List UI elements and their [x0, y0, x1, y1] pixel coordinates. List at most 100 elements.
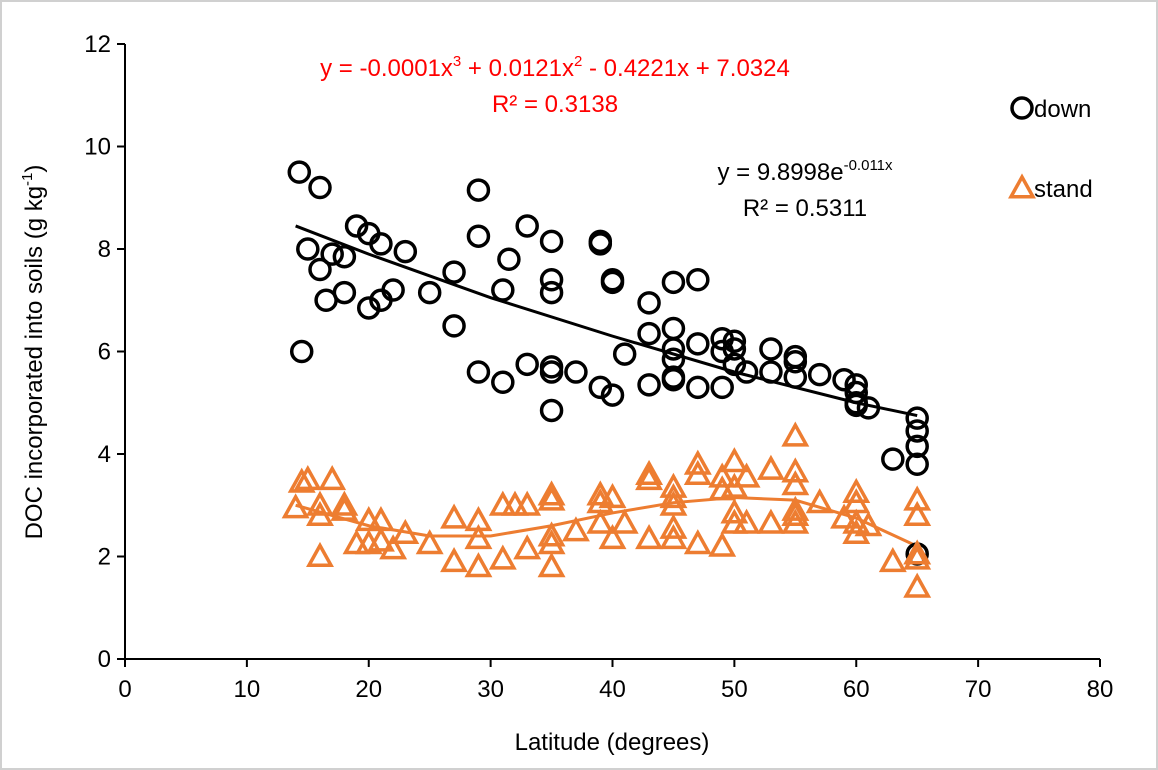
- marker-triangle: [903, 572, 932, 598]
- marker-circle: [612, 342, 637, 366]
- marker-circle: [600, 270, 625, 295]
- trend-r2: R² = 0.3138: [492, 91, 618, 118]
- marker-triangle: [903, 539, 932, 565]
- marker-circle: [783, 365, 808, 389]
- marker-circle: [905, 406, 929, 430]
- x-tick-label: 50: [721, 676, 748, 703]
- equation-text: - 0.4221x + 7.0324: [582, 55, 790, 82]
- marker-triangle: [708, 462, 737, 488]
- trend-equation: y = 9.8998e-0.011x: [717, 157, 893, 186]
- marker-circle: [783, 350, 808, 374]
- equation-text: + 0.0121x: [461, 55, 574, 82]
- y-tick-label: 12: [84, 31, 111, 58]
- marker-triangle: [683, 459, 712, 486]
- marker-triangle: [293, 465, 322, 491]
- marker-triangle: [537, 480, 566, 506]
- y-tick-label: 10: [84, 134, 111, 161]
- marker-triangle: [781, 470, 810, 496]
- marker-triangle: [391, 518, 420, 544]
- y-label-text: ): [21, 165, 48, 173]
- marker-triangle: [537, 521, 566, 547]
- marker-triangle: [464, 523, 493, 550]
- marker-circle: [905, 452, 929, 476]
- marker-triangle: [903, 544, 932, 570]
- equation-sup: 2: [574, 53, 582, 70]
- marker-circle: [466, 224, 491, 248]
- x-tick-label: 40: [599, 676, 626, 703]
- marker-circle: [466, 178, 491, 202]
- marker-circle: [320, 242, 344, 266]
- marker-circle: [637, 373, 661, 397]
- marker-triangle: [781, 457, 810, 483]
- marker-triangle: [561, 516, 590, 542]
- marker-circle: [905, 434, 929, 459]
- marker-triangle: [635, 459, 664, 486]
- marker-circle: [588, 232, 613, 256]
- x-axis-label: Latitude (degrees): [515, 729, 710, 756]
- marker-triangle: [732, 462, 761, 488]
- marker-circle: [686, 332, 710, 356]
- x-tick-label: 60: [843, 676, 870, 703]
- y-tick-label: 8: [98, 236, 111, 263]
- marker-triangle: [842, 518, 871, 544]
- marker-circle: [332, 280, 357, 305]
- marker-triangle: [659, 513, 688, 539]
- y-tick-label: 6: [98, 339, 111, 366]
- marker-circle: [722, 352, 747, 377]
- marker-circle: [856, 396, 881, 420]
- marker-triangle: [878, 547, 907, 573]
- marker-circle: [1010, 96, 1034, 120]
- legend-label: stand: [1034, 176, 1093, 203]
- marker-triangle: [659, 482, 688, 509]
- x-tick-label: 0: [118, 676, 131, 703]
- marker-triangle: [440, 503, 469, 529]
- marker-triangle: [720, 498, 749, 524]
- marker-triangle: [513, 534, 542, 560]
- marker-triangle: [805, 488, 834, 514]
- marker-triangle: [830, 503, 859, 529]
- marker-circle: [807, 362, 832, 387]
- marker-triangle: [903, 500, 932, 527]
- equation-sup: -0.011x: [844, 157, 893, 174]
- marker-circle: [661, 337, 686, 361]
- marker-circle: [369, 232, 393, 256]
- marker-triangle: [756, 454, 785, 480]
- marker-triangle: [781, 495, 810, 521]
- marker-triangle: [708, 531, 737, 557]
- equation-text: y = -0.0001x: [320, 55, 453, 82]
- marker-triangle: [379, 534, 408, 560]
- marker-triangle: [306, 541, 334, 568]
- legend-label: down: [1034, 96, 1091, 123]
- marker-triangle: [659, 523, 688, 550]
- marker-triangle: [281, 493, 310, 519]
- marker-triangle: [366, 526, 395, 552]
- marker-circle: [539, 398, 564, 423]
- marker-circle: [832, 367, 856, 392]
- marker-circle: [905, 419, 929, 443]
- y-tick-label: 2: [98, 544, 111, 571]
- marker-triangle: [720, 447, 749, 473]
- marker-circle: [637, 321, 661, 346]
- marker-circle: [661, 367, 686, 392]
- marker-triangle: [586, 480, 615, 506]
- marker-circle: [844, 380, 868, 405]
- marker-circle: [491, 370, 515, 394]
- marker-circle: [759, 337, 783, 361]
- marker-circle: [393, 239, 418, 264]
- marker-circle: [332, 244, 357, 269]
- marker-triangle: [330, 495, 359, 521]
- marker-triangle: [488, 544, 517, 570]
- marker-triangle: [330, 490, 359, 516]
- marker-triangle: [842, 508, 871, 534]
- trend-equation: y = -0.0001x3 + 0.0121x2 - 0.4221x + 7.0…: [320, 53, 790, 82]
- marker-circle: [497, 247, 521, 271]
- marker-circle: [442, 314, 466, 338]
- marker-circle: [466, 360, 491, 384]
- marker-circle: [287, 160, 312, 184]
- marker-triangle: [464, 552, 493, 578]
- marker-triangle: [635, 523, 664, 550]
- y-axis-label: DOC incorporated into soils (g kg-1): [19, 165, 48, 540]
